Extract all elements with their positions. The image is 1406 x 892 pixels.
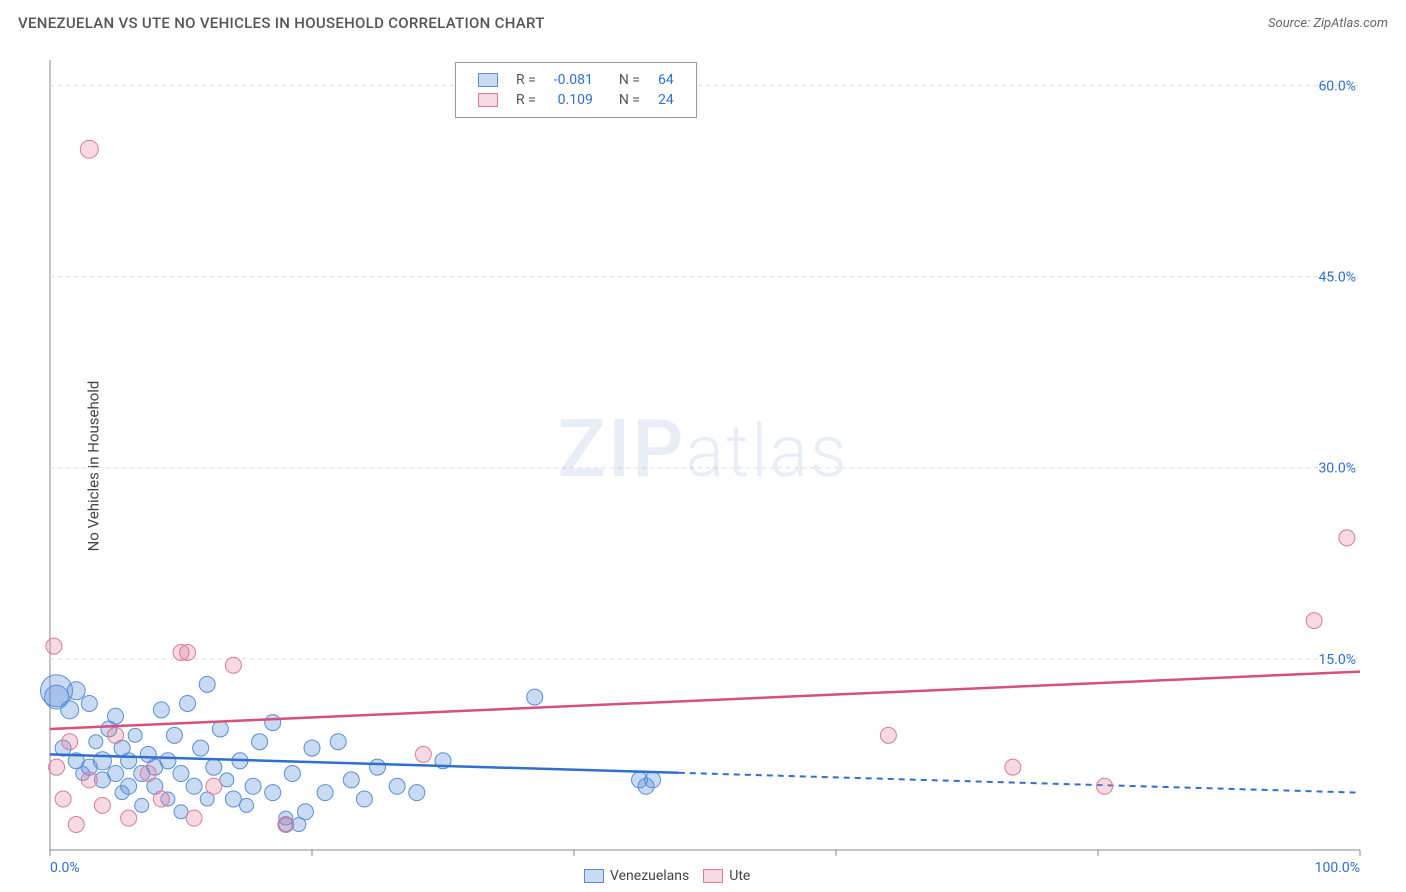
svg-text:0.0%: 0.0% — [50, 860, 80, 876]
legend-swatch — [703, 869, 723, 883]
source-link[interactable]: ZipAtlas.com — [1313, 16, 1388, 31]
legend-swatch — [478, 93, 498, 107]
scatter-chart-svg: 15.0% 30.0% 45.0% 60.0% 0.0% 100.0% — [0, 40, 1406, 892]
svg-text:45.0%: 45.0% — [1318, 270, 1356, 286]
svg-text:100.0%: 100.0% — [1315, 860, 1360, 876]
chart-title: VENEZUELAN VS UTE NO VEHICLES IN HOUSEHO… — [18, 14, 545, 32]
correlation-legend: R =-0.081N =64R =0.109N =24 — [455, 62, 697, 118]
legend-swatch — [478, 73, 498, 87]
svg-text:15.0%: 15.0% — [1318, 652, 1356, 668]
correlation-table: R =-0.081N =64R =0.109N =24 — [468, 69, 684, 111]
source-label: Source: — [1268, 16, 1310, 31]
legend-swatch — [584, 869, 604, 883]
series-legend: Venezuelans Ute — [570, 868, 750, 884]
legend-series-label: Venezuelans — [610, 868, 689, 884]
chart-area: No Vehicles in Household 15.0% 30.0% 45.0%… — [0, 40, 1406, 892]
svg-text:60.0%: 60.0% — [1318, 78, 1356, 94]
legend-series-label: Ute — [729, 868, 750, 884]
source-attribution: Source: ZipAtlas.com — [1268, 16, 1388, 31]
svg-text:30.0%: 30.0% — [1318, 461, 1356, 477]
y-axis-label: No Vehicles in Household — [84, 381, 102, 552]
